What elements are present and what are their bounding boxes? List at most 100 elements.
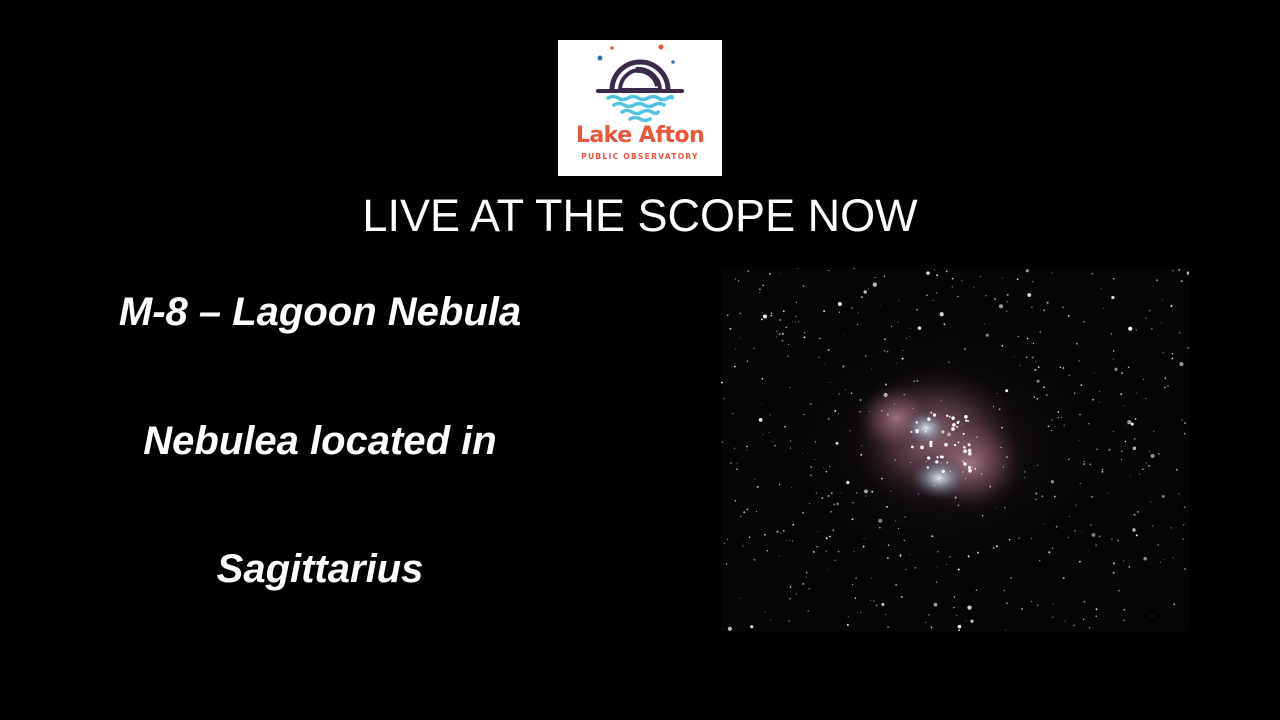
star	[1078, 439, 1080, 441]
star	[1170, 305, 1173, 308]
star	[1134, 418, 1137, 420]
star	[798, 321, 800, 323]
star	[743, 511, 746, 514]
star	[1098, 535, 1101, 538]
star	[1051, 547, 1054, 550]
star	[1043, 523, 1045, 525]
star	[1006, 293, 1009, 296]
star	[883, 275, 886, 277]
cluster-star	[957, 441, 960, 444]
star	[782, 310, 785, 313]
star	[951, 277, 954, 280]
star	[943, 323, 946, 326]
cluster-star	[936, 456, 939, 459]
star	[742, 543, 744, 545]
star	[864, 355, 867, 357]
star	[829, 382, 831, 383]
star	[936, 274, 939, 277]
star	[778, 484, 781, 486]
star	[974, 468, 977, 470]
star	[778, 333, 781, 336]
star	[1158, 453, 1160, 455]
star	[836, 502, 839, 505]
star	[1034, 368, 1037, 371]
star	[1018, 537, 1020, 540]
star	[895, 584, 897, 586]
star	[834, 559, 836, 561]
nebula-image	[721, 268, 1189, 631]
star	[887, 557, 889, 559]
star	[734, 365, 736, 368]
star	[886, 350, 889, 353]
star	[1093, 372, 1095, 374]
star	[1021, 608, 1023, 610]
star	[894, 459, 896, 461]
star	[1068, 374, 1071, 377]
star	[1088, 627, 1091, 629]
star	[1108, 448, 1111, 451]
star	[926, 271, 930, 275]
star	[729, 327, 732, 330]
star	[1080, 531, 1082, 533]
star	[802, 511, 804, 514]
star	[1123, 608, 1126, 611]
star	[899, 555, 902, 558]
star	[1039, 560, 1041, 562]
star	[895, 362, 897, 364]
star	[1132, 528, 1136, 532]
star	[1151, 615, 1153, 617]
star	[788, 344, 790, 345]
star	[1110, 333, 1113, 335]
star	[1173, 603, 1176, 606]
star	[1164, 386, 1166, 389]
star	[861, 296, 863, 298]
star	[1008, 538, 1011, 541]
star	[989, 485, 992, 488]
star	[902, 349, 904, 351]
star	[1001, 277, 1003, 279]
star	[759, 292, 761, 294]
star	[958, 629, 961, 631]
star	[1083, 463, 1085, 465]
star	[1111, 538, 1113, 540]
star	[1039, 331, 1041, 333]
star	[842, 365, 845, 368]
star	[881, 477, 883, 480]
observatory-dome-icon	[596, 44, 684, 123]
star	[1067, 315, 1070, 317]
star	[1096, 448, 1098, 450]
cluster-star	[962, 432, 965, 435]
star	[1000, 446, 1002, 449]
star	[747, 270, 750, 273]
star	[776, 530, 779, 533]
star	[1161, 495, 1165, 498]
star	[828, 418, 830, 420]
star	[827, 495, 830, 497]
star	[953, 596, 956, 598]
star	[957, 295, 959, 298]
star	[953, 606, 955, 609]
star	[926, 294, 928, 297]
star	[1128, 566, 1131, 568]
star	[979, 276, 982, 278]
star	[1079, 482, 1081, 484]
star	[930, 626, 933, 629]
star	[985, 333, 989, 337]
cluster-star	[956, 421, 960, 424]
cluster-star	[963, 445, 966, 449]
star	[886, 413, 889, 416]
star	[1060, 416, 1062, 418]
star	[1062, 577, 1065, 580]
star	[1062, 527, 1064, 529]
object-name: M-8 – Lagoon Nebula	[118, 290, 522, 334]
star	[781, 339, 784, 342]
star	[1117, 539, 1119, 542]
star	[760, 318, 763, 321]
star	[962, 471, 964, 473]
star	[784, 425, 787, 428]
star	[1164, 377, 1167, 379]
star	[1041, 495, 1044, 497]
star	[964, 348, 966, 351]
star	[795, 315, 797, 318]
star	[823, 467, 825, 468]
